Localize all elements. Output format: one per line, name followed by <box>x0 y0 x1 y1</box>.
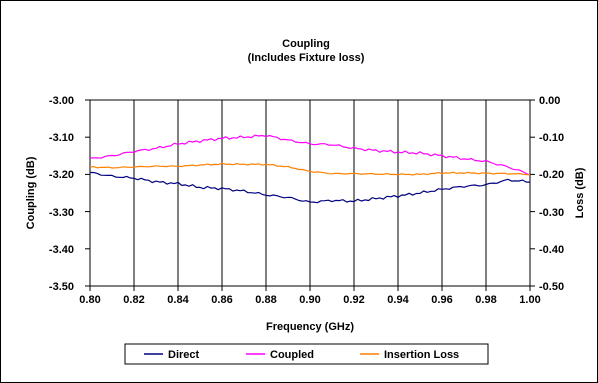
y-left-tick-label: -3.00 <box>49 95 74 107</box>
y-right-axis-title: Loss (dB) <box>574 167 586 218</box>
x-tick-label: 0.90 <box>299 294 320 306</box>
y-right-tick-label: -0.40 <box>539 244 564 256</box>
x-tick-label: 0.98 <box>475 294 496 306</box>
series-line-direct <box>90 171 530 204</box>
y-right-tick-label: -0.30 <box>539 207 564 219</box>
legend-label-direct: Direct <box>168 349 200 361</box>
legend-label-insertion-loss: Insertion Loss <box>384 349 459 361</box>
legend-box <box>124 343 489 365</box>
grid-lines <box>133 100 487 286</box>
x-tick-label: 0.80 <box>79 294 100 306</box>
axis-ticks <box>85 99 535 291</box>
x-tick-label: 0.92 <box>343 294 364 306</box>
y-left-tick-label: -3.50 <box>49 281 74 293</box>
legend: Direct Coupled Insertion Loss <box>124 343 489 365</box>
y-right-tick-label: 0.00 <box>539 95 560 107</box>
x-tick-label: 0.82 <box>123 294 144 306</box>
x-tick-label: 0.96 <box>431 294 452 306</box>
y-right-tick-label: -0.20 <box>539 169 564 181</box>
x-tick-labels: 0.80 0.82 0.84 0.86 0.88 0.90 0.92 0.94 … <box>79 294 540 306</box>
y-right-tick-label: -0.50 <box>539 281 564 293</box>
chart-title: Coupling <box>282 38 330 50</box>
x-tick-label: 0.86 <box>211 294 232 306</box>
x-axis-title: Frequency (GHz) <box>266 321 354 333</box>
y-left-tick-label: -3.40 <box>49 244 74 256</box>
series-lines <box>89 134 531 204</box>
x-tick-label: 0.88 <box>255 294 276 306</box>
y-left-tick-labels: -3.00 -3.10 -3.20 -3.30 -3.40 -3.50 <box>49 95 74 293</box>
x-tick-label: 0.84 <box>167 294 189 306</box>
series-line-insertion-loss <box>89 162 531 176</box>
x-tick-label: 1.00 <box>519 294 540 306</box>
y-right-tick-label: -0.10 <box>539 132 564 144</box>
y-left-tick-label: -3.20 <box>49 169 74 181</box>
series-line-coupled <box>89 134 531 176</box>
x-tick-label: 0.94 <box>387 294 409 306</box>
y-right-tick-labels: 0.00 -0.10 -0.20 -0.30 -0.40 -0.50 <box>539 95 564 293</box>
y-left-axis-title: Coupling (dB) <box>25 156 37 229</box>
y-left-tick-label: -3.30 <box>49 207 74 219</box>
y-left-tick-label: -3.10 <box>49 132 74 144</box>
legend-label-coupled: Coupled <box>270 349 314 361</box>
chart-subtitle: (Includes Fixture loss) <box>248 52 365 64</box>
